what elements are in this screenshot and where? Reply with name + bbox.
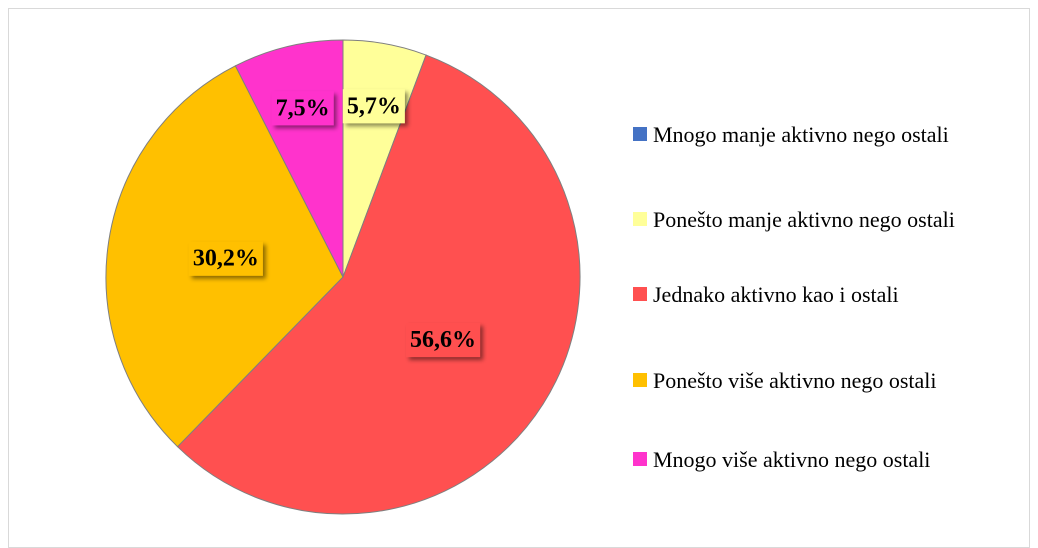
data-label-group: 5,7% xyxy=(342,89,405,124)
legend-label: Mnogo manje aktivno nego ostali xyxy=(653,122,949,147)
data-label: 5,7% xyxy=(347,93,401,119)
data-label-box xyxy=(342,89,405,124)
legend-swatch xyxy=(633,373,647,387)
legend-swatch xyxy=(633,287,647,301)
chart: 5,7% 56,6% 30,2% 7,5% Mnogo manje aktivno n… xyxy=(8,8,1030,548)
data-label: 30,2% xyxy=(193,246,259,272)
legend-label: Ponešto više aktivno nego ostali xyxy=(653,368,937,393)
data-label-group: 30,2% xyxy=(188,241,263,276)
data-label-box xyxy=(406,322,481,358)
pie-slice xyxy=(176,54,581,515)
legend-item: Ponešto više aktivno nego ostali xyxy=(633,366,1025,396)
legend-item: Jednako aktivno kao i ostali xyxy=(633,280,1025,310)
data-label: 7,5% xyxy=(276,95,330,121)
data-label-box xyxy=(271,91,334,126)
legend-item: Ponešto manje aktivno nego ostali xyxy=(633,205,1025,235)
legend-label: Ponešto manje aktivno nego ostali xyxy=(653,207,955,232)
data-label-box xyxy=(188,241,263,276)
legend-label: Mnogo više aktivno nego ostali xyxy=(653,447,931,472)
pie-area: 5,7% 56,6% 30,2% 7,5% xyxy=(105,39,581,515)
legend-swatch xyxy=(633,212,647,226)
data-label: 56,6% xyxy=(410,327,476,353)
legend-item: Mnogo manje aktivno nego ostali xyxy=(633,120,1025,150)
legend-swatch xyxy=(633,127,647,141)
data-label-group: 56,6% xyxy=(406,322,481,358)
data-label-group: 7,5% xyxy=(271,91,334,126)
legend-swatch xyxy=(633,452,647,466)
legend-item: Mnogo više aktivno nego ostali xyxy=(633,445,1025,475)
legend-label: Jednako aktivno kao i ostali xyxy=(653,282,899,307)
